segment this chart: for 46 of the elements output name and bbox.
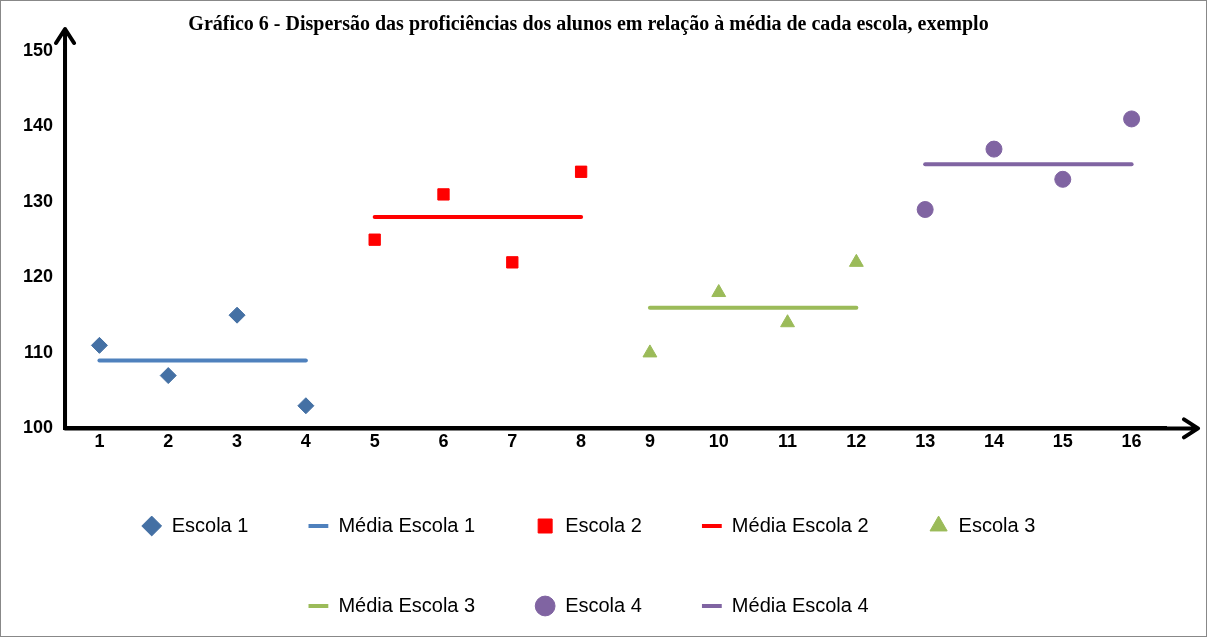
legend-label: Média Escola 1	[338, 513, 476, 536]
y-tick-label: 150	[22, 39, 54, 60]
x-tick-label: 16	[1121, 431, 1142, 452]
chart-title: Gráfico 6 - Dispersão das proficiências dos alunos em relação à média de cada escola, exemplo	[188, 12, 989, 36]
legend-label: Escola 4	[565, 593, 642, 616]
y-tick-label: 120	[22, 266, 54, 287]
point	[1123, 110, 1141, 128]
legend-label: Escola 3	[958, 513, 1036, 536]
y-tick-label: 110	[23, 341, 54, 362]
point	[1054, 170, 1072, 188]
x-tick-label: 9	[644, 431, 655, 452]
point	[574, 165, 588, 178]
y-tick-label: 130	[22, 190, 54, 211]
x-tick-label: 6	[438, 431, 449, 452]
point	[711, 284, 727, 298]
x-tick-label: 4	[300, 431, 311, 452]
x-tick-label: 13	[915, 431, 936, 452]
x-tick-label: 14	[983, 431, 1004, 452]
x-tick-label: 8	[576, 431, 587, 452]
point	[159, 367, 177, 385]
x-tick-label: 7	[507, 431, 518, 452]
legend-label: Escola 2	[565, 513, 642, 536]
x-tick-label: 11	[778, 431, 798, 452]
x-tick-label: 12	[846, 431, 867, 452]
point	[780, 314, 795, 328]
point	[90, 336, 108, 354]
point	[228, 306, 246, 324]
x-tick-label: 1	[94, 431, 105, 452]
point	[437, 188, 450, 201]
y-tick-label: 140	[22, 115, 54, 136]
point	[297, 397, 315, 415]
x-tick-label: 5	[369, 431, 380, 452]
point	[506, 256, 519, 269]
legend-label: Média Escola 3	[338, 593, 476, 616]
x-tick-label: 10	[708, 431, 729, 452]
legend-label: Escola 1	[171, 513, 249, 536]
x-tick-label: 2	[163, 431, 174, 452]
legend-label: Média Escola 2	[731, 513, 869, 536]
point	[916, 201, 934, 219]
point	[642, 344, 658, 358]
y-tick-label: 100	[22, 417, 54, 438]
point	[985, 140, 1003, 158]
x-tick-label: 3	[232, 431, 243, 452]
legend-label: Média Escola 4	[731, 593, 869, 616]
point	[368, 233, 381, 246]
x-tick-label: 15	[1052, 431, 1073, 452]
